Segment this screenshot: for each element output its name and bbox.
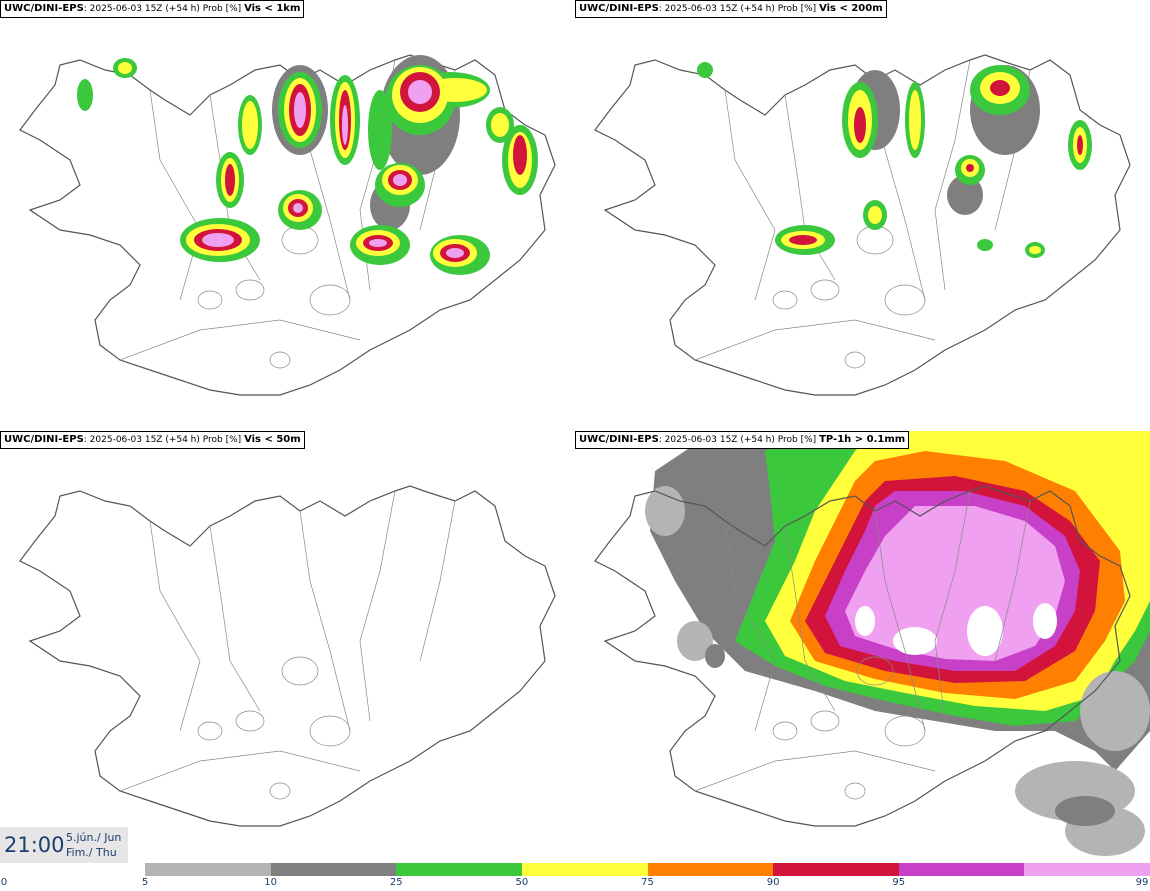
legend-swatch xyxy=(521,863,648,876)
valid-date: 5.jún./ Jun xyxy=(66,831,122,844)
panel-source: UWC/DINI-EPS xyxy=(579,3,659,14)
river-line xyxy=(209,525,261,712)
river-line xyxy=(694,750,936,792)
river-line xyxy=(119,750,361,792)
map-vis-50m xyxy=(19,485,556,827)
valid-time: 21:00 xyxy=(4,833,65,857)
river-line xyxy=(724,89,776,301)
glacier-outline xyxy=(884,715,926,747)
panel-source: UWC/DINI-EPS xyxy=(4,434,84,445)
map-tp-1h xyxy=(594,431,1150,856)
map-panel-vis-200m: UWC/DINI-EPS: 2025-06-03 15Z (+54 h) Pro… xyxy=(575,0,1150,431)
panel-source: UWC/DINI-EPS xyxy=(579,434,659,445)
river-line xyxy=(149,520,201,732)
legend-swatch xyxy=(145,863,271,876)
river-line xyxy=(419,500,456,662)
iceland-outline xyxy=(19,485,556,827)
river-line xyxy=(724,520,776,732)
river-line xyxy=(994,500,1031,662)
river-line xyxy=(874,510,926,732)
panel-source: UWC/DINI-EPS xyxy=(4,3,84,14)
panel-title: UWC/DINI-EPS: 2025-06-03 15Z (+54 h) Pro… xyxy=(575,431,910,449)
glacier-outline xyxy=(884,284,926,316)
river-line xyxy=(694,319,936,361)
map-vis-200m xyxy=(594,54,1131,396)
panel-run: 2025-06-03 15Z (+54 h) Prob [%] xyxy=(89,435,242,445)
river-line xyxy=(299,510,351,732)
legend-tick-label: 75 xyxy=(641,877,654,888)
map-panel-tp-1h: UWC/DINI-EPS: 2025-06-03 15Z (+54 h) Pro… xyxy=(575,431,1150,862)
panel-variable: Vis < 50m xyxy=(244,434,301,445)
iceland-outline xyxy=(594,485,1131,827)
panel-variable: Vis < 200m xyxy=(819,3,883,14)
river-line xyxy=(934,59,971,291)
coastline xyxy=(594,485,1131,827)
legend-tick-label: 5 xyxy=(141,877,149,888)
panel-title: UWC/DINI-EPS: 2025-06-03 15Z (+54 h) Pro… xyxy=(0,431,305,449)
legend-tick-label: 50 xyxy=(515,877,529,888)
coastline xyxy=(19,54,556,396)
river-line xyxy=(119,319,361,361)
glacier-outline xyxy=(844,782,866,800)
glacier-outline xyxy=(856,225,894,255)
legend-tick-label: 90 xyxy=(766,877,780,888)
glacier-outline xyxy=(772,721,798,741)
panel-title: UWC/DINI-EPS: 2025-06-03 15Z (+54 h) Pro… xyxy=(575,0,887,18)
prob-fields xyxy=(697,62,1092,258)
glacier-outline xyxy=(197,290,223,310)
valid-weekday: Fim./ Thu xyxy=(66,846,117,859)
glacier-outline xyxy=(810,279,840,301)
legend-swatch xyxy=(396,863,522,876)
legend-swatch xyxy=(1024,863,1150,876)
legend-tick-label: 0 xyxy=(0,877,8,888)
legend-tick-label: 10 xyxy=(264,877,277,888)
legend-swatch xyxy=(647,863,774,876)
river-line xyxy=(149,89,201,301)
panel-run: 2025-06-03 15Z (+54 h) Prob [%] xyxy=(89,4,242,14)
glacier-outline xyxy=(772,290,798,310)
legend-tick-label: 95 xyxy=(892,877,906,888)
coastline xyxy=(594,54,1131,396)
glacier-outline xyxy=(281,225,319,255)
coastline xyxy=(19,485,556,827)
map-panel-vis-1km: UWC/DINI-EPS: 2025-06-03 15Z (+54 h) Pro… xyxy=(0,0,575,431)
glacier-outline xyxy=(269,351,291,369)
prob-fields xyxy=(77,55,538,275)
river-line xyxy=(784,94,836,281)
legend-swatch xyxy=(773,863,899,876)
prob-fields xyxy=(645,431,1150,856)
legend-tick-label: 99 xyxy=(1135,877,1149,888)
panel-variable: Vis < 1km xyxy=(244,3,301,14)
glacier-outline xyxy=(309,284,351,316)
glacier-outline xyxy=(235,279,265,301)
legend-swatch xyxy=(898,863,1025,876)
river-line xyxy=(934,490,971,722)
map-panel-vis-50m: UWC/DINI-EPS: 2025-06-03 15Z (+54 h) Pro… xyxy=(0,431,575,862)
glacier-outline xyxy=(197,721,223,741)
legend-colorbar xyxy=(145,863,1150,876)
panel-run: 2025-06-03 15Z (+54 h) Prob [%] xyxy=(664,4,817,14)
panel-run: 2025-06-03 15Z (+54 h) Prob [%] xyxy=(664,435,817,445)
glacier-outline xyxy=(856,656,894,686)
panel-variable: TP-1h > 0.1mm xyxy=(819,434,906,445)
glacier-outline xyxy=(281,656,319,686)
glacier-outline xyxy=(810,710,840,732)
legend-tick-label: 25 xyxy=(389,877,403,888)
river-line xyxy=(784,525,836,712)
glacier-outline xyxy=(235,710,265,732)
glacier-outline xyxy=(309,715,351,747)
glacier-outline xyxy=(269,782,291,800)
glacier-outline xyxy=(844,351,866,369)
panel-title: UWC/DINI-EPS: 2025-06-03 15Z (+54 h) Pro… xyxy=(0,0,305,18)
river-line xyxy=(359,490,396,722)
legend-swatch xyxy=(270,863,397,876)
map-vis-1km xyxy=(19,54,556,396)
valid-time-box: 21:00 5.jún./ Jun Fim./ Thu xyxy=(0,827,128,863)
